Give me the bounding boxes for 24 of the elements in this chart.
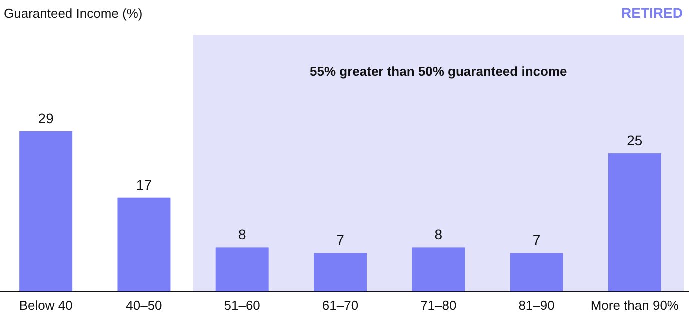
data-label: 8 [434, 226, 443, 243]
bar [608, 154, 662, 292]
chart-subtitle: RETIRED [622, 5, 683, 21]
bar [510, 253, 564, 292]
x-tick-label: 71–80 [420, 298, 457, 313]
bar [412, 248, 466, 292]
bar [118, 198, 171, 292]
x-tick-label: Below 40 [19, 298, 73, 313]
data-label: 7 [532, 232, 541, 248]
bar [314, 253, 367, 292]
band-label: 55% greater than 50% guaranteed income [310, 64, 568, 79]
x-tick-label: 40–50 [126, 298, 162, 313]
x-tick-label: 61–70 [322, 298, 359, 313]
chart-title: Guaranteed Income (%) [4, 6, 143, 21]
data-label: 17 [136, 176, 152, 193]
bar [216, 248, 269, 292]
data-label: 25 [627, 132, 643, 149]
data-label: 7 [336, 232, 345, 248]
data-label: 8 [238, 226, 246, 243]
bar [20, 131, 73, 292]
x-tick-label: 81–90 [518, 298, 555, 313]
x-tick-label: More than 90% [590, 298, 680, 313]
data-label: 29 [38, 110, 54, 126]
x-tick-label: 51–60 [224, 298, 260, 313]
